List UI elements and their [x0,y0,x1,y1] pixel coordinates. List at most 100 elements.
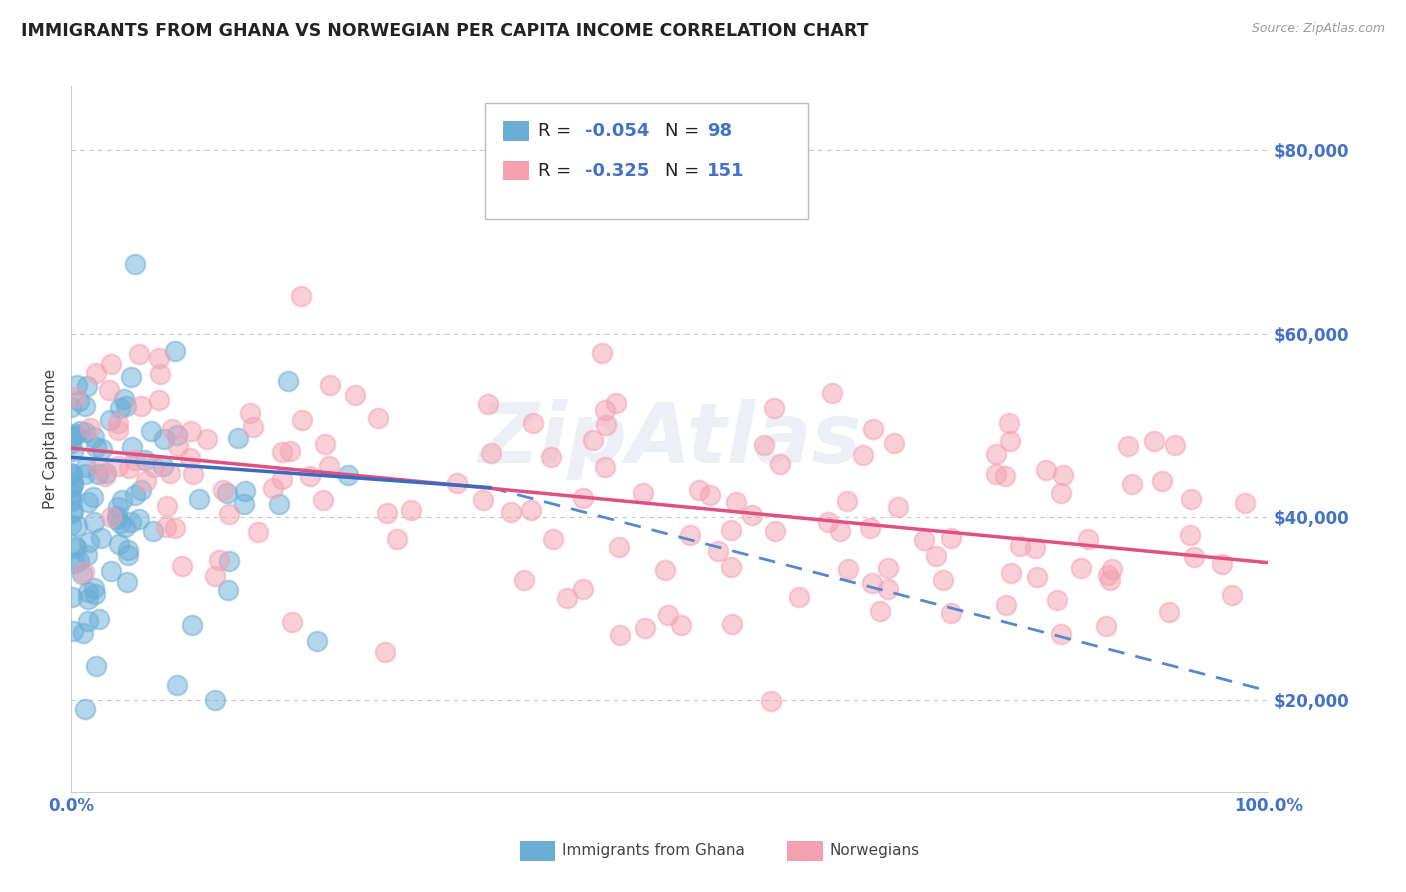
Point [148,392,170,407]
Point [76,615,98,629]
Point [90,532,112,546]
Point [932,574,955,588]
Point [522,416,544,430]
Point [741,508,763,522]
Point [166,427,188,442]
Text: N =: N = [665,162,704,180]
Point [998,434,1021,448]
Text: -0.325: -0.325 [585,162,650,180]
Point [63,390,86,404]
Point [859,521,882,535]
Point [89,459,111,474]
Point [572,491,595,505]
Point [67,554,90,568]
Point [60,486,83,500]
Point [769,457,792,471]
Point [72,626,94,640]
Point [204,568,226,582]
Point [167,439,190,453]
Point [124,257,146,271]
Point [60,481,83,495]
Point [887,500,910,514]
Point [319,378,342,392]
Point [1220,588,1243,602]
Point [837,562,859,576]
Point [60,494,83,508]
Point [593,459,616,474]
Point [541,533,564,547]
Point [1052,467,1074,482]
Point [218,507,240,521]
Point [501,505,523,519]
Point [1233,496,1256,510]
Point [121,440,143,454]
Point [60,468,83,483]
Point [165,344,187,359]
Point [669,618,692,632]
Point [762,401,785,416]
Point [343,388,366,402]
Point [513,573,536,587]
Point [163,521,186,535]
Point [1178,528,1201,542]
Point [63,429,86,443]
Point [69,424,91,438]
Text: Norwegians: Norwegians [830,844,920,858]
Point [446,475,468,490]
Point [605,396,627,410]
Point [180,424,202,438]
Point [367,410,389,425]
Point [271,444,294,458]
Point [1182,549,1205,564]
Point [107,500,129,515]
Point [852,448,875,462]
Point [925,549,948,564]
Point [262,481,284,495]
Point [195,432,218,446]
Point [399,502,422,516]
Point [271,472,294,486]
Point [60,590,83,604]
Point [280,615,302,630]
Point [62,444,84,458]
Point [65,541,87,556]
Point [76,592,98,607]
Point [84,440,107,454]
Point [139,424,162,438]
Point [108,401,131,416]
Point [1094,618,1116,632]
Point [107,417,129,431]
Point [63,539,86,553]
Point [318,458,340,473]
Point [1035,462,1057,476]
Point [876,561,898,575]
Point [94,468,117,483]
Point [609,541,631,555]
Point [60,506,83,520]
Point [759,694,782,708]
Point [941,606,963,620]
Point [314,437,336,451]
Point [720,524,742,538]
Point [609,628,631,642]
Point [582,434,605,448]
Point [166,678,188,692]
Point [679,528,702,542]
Point [100,564,122,578]
Point [337,468,360,483]
Point [994,468,1017,483]
Point [90,442,112,456]
Point [634,621,657,635]
Point [860,575,883,590]
Point [912,533,935,548]
Point [374,645,396,659]
Point [179,450,201,465]
Point [98,413,121,427]
Point [67,393,90,408]
Point [1070,561,1092,575]
Text: R =: R = [538,122,578,140]
Point [1026,570,1049,584]
Point [105,512,128,526]
Point [986,467,1008,482]
Point [73,565,96,579]
